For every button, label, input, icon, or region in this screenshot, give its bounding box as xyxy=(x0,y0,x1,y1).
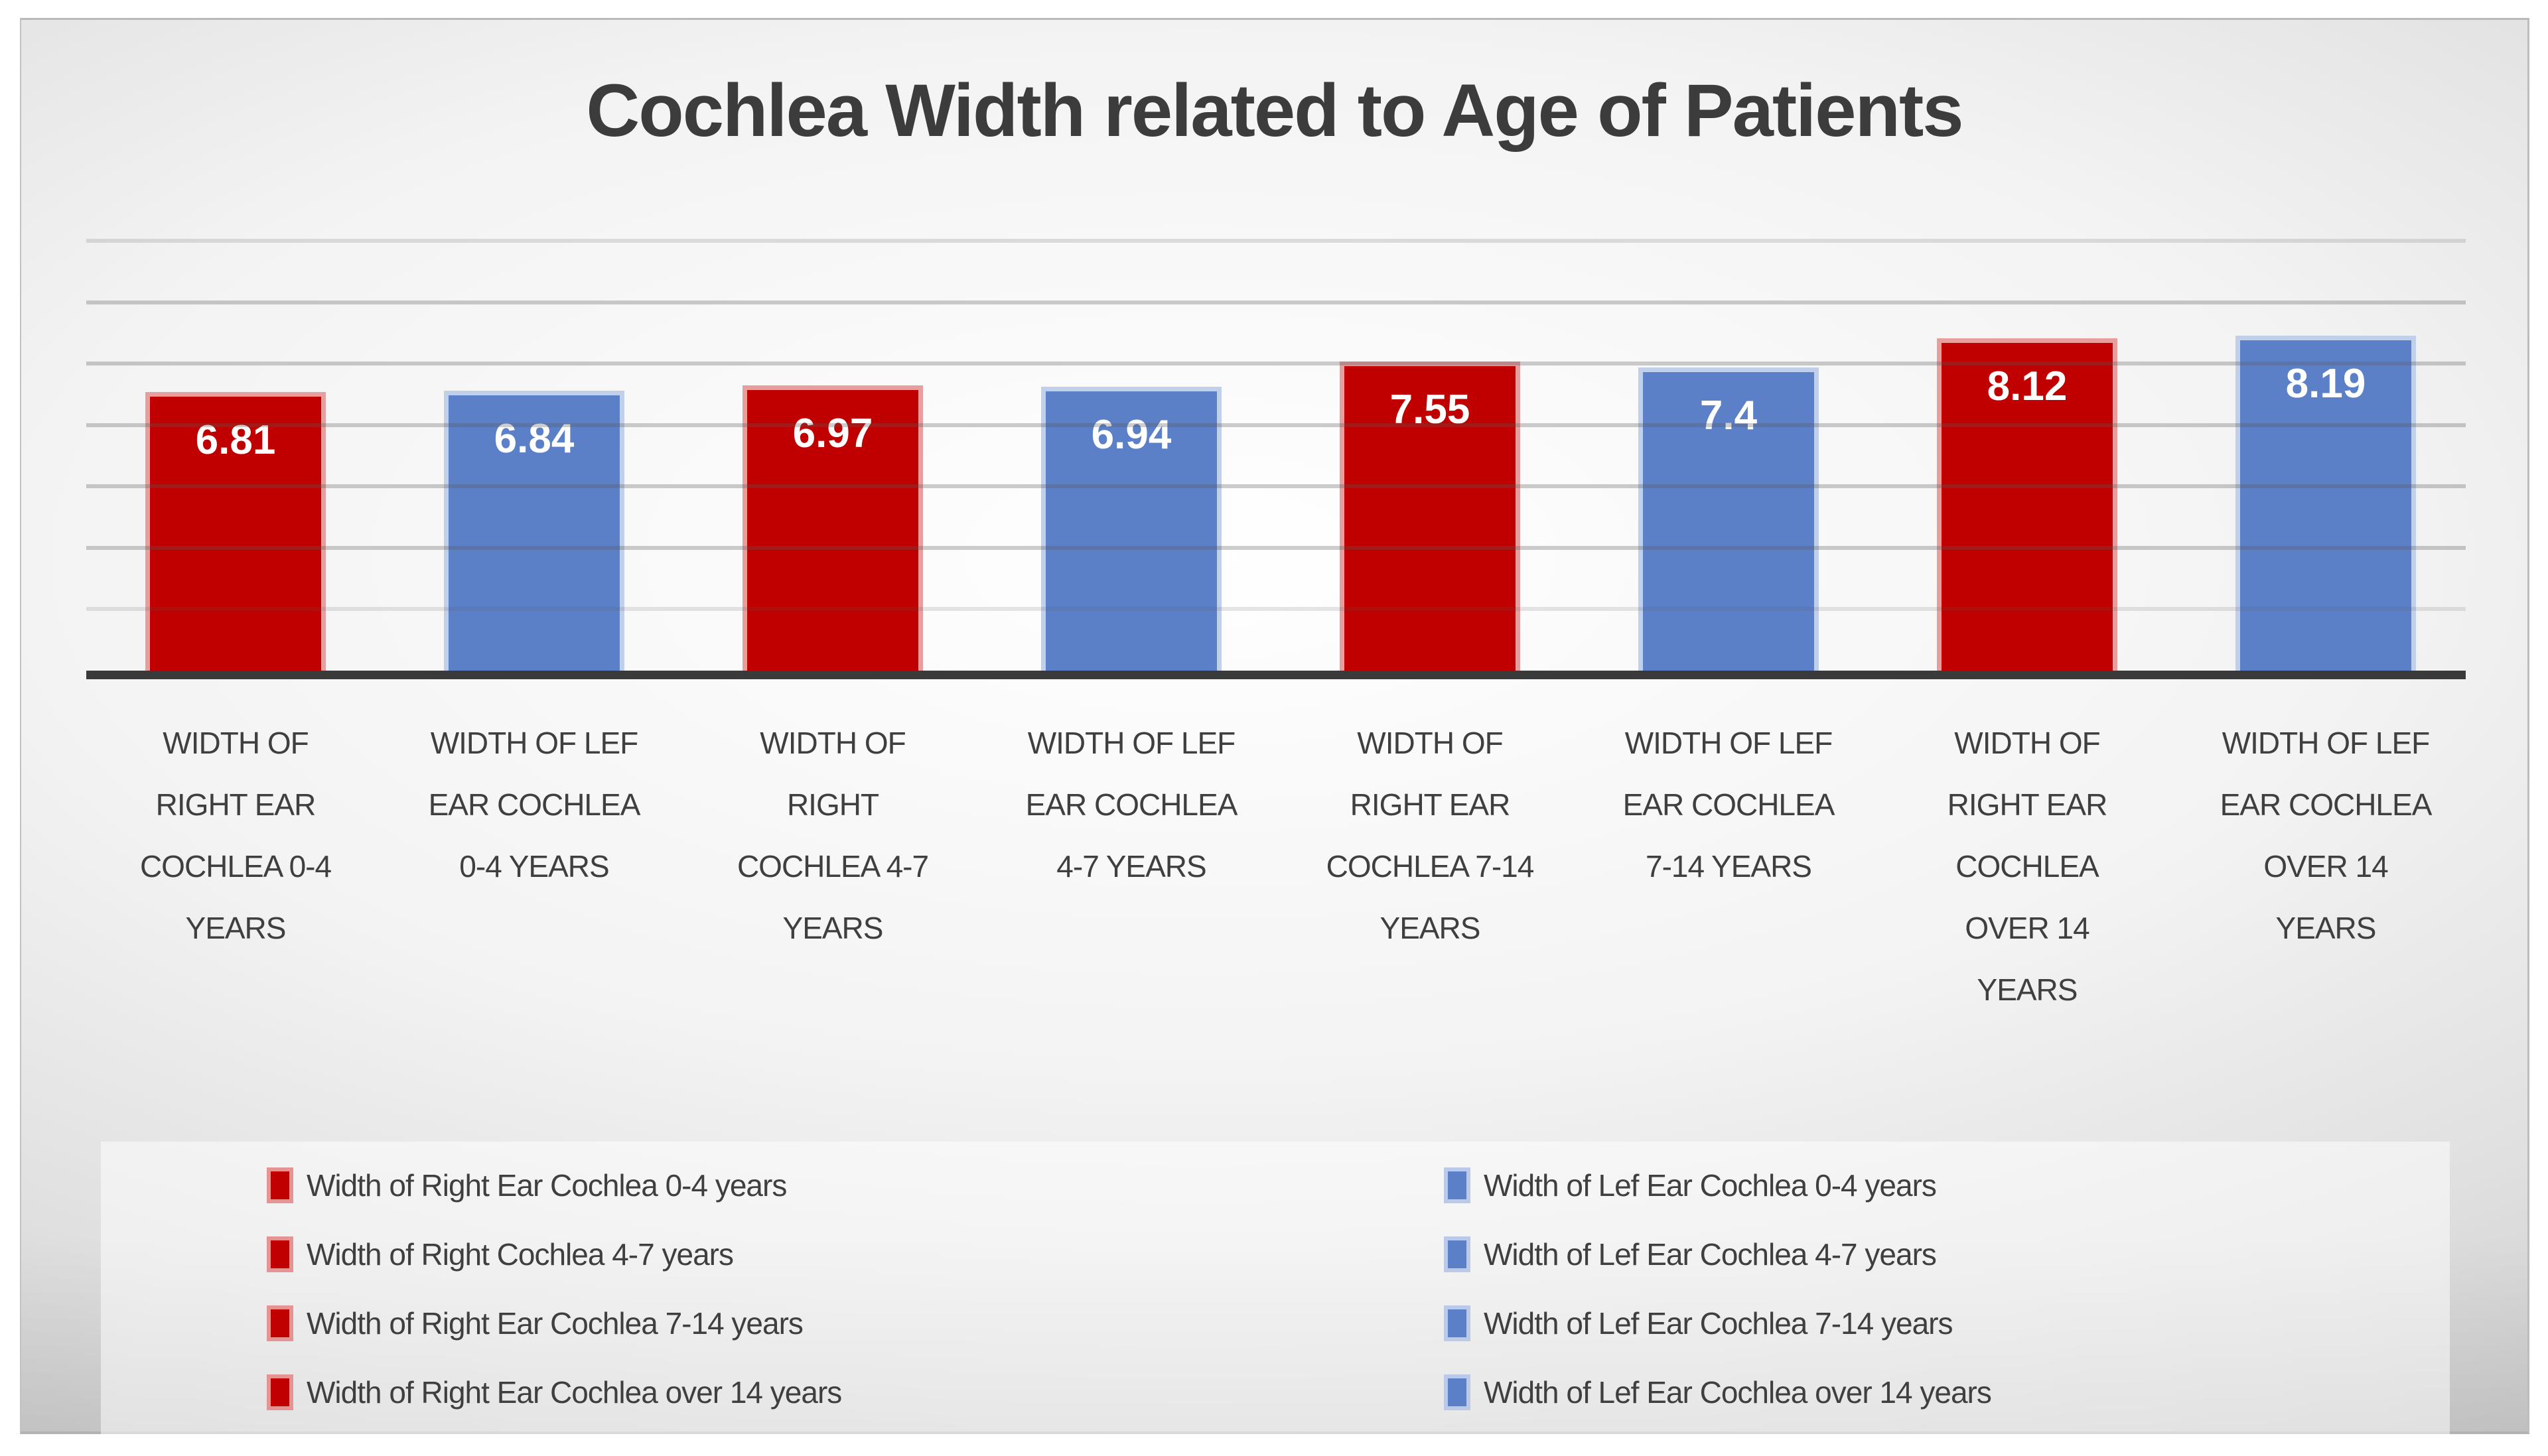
bar-right: 7.55 xyxy=(1340,362,1520,671)
legend-item: Width of Right Ear Cochlea 0-4 years xyxy=(267,1151,841,1220)
legend-label: Width of Lef Ear Cochlea 7-14 years xyxy=(1484,1306,1953,1341)
bar-value-label: 7.4 xyxy=(1699,393,1758,439)
legend-item: Width of Lef Ear Cochlea 7-14 years xyxy=(1444,1289,1991,1358)
bar-left: 6.94 xyxy=(1041,386,1222,671)
gridline xyxy=(86,423,2466,427)
legend-label: Width of Right Cochlea 4-7 years xyxy=(307,1237,734,1272)
bar-value-label: 6.81 xyxy=(195,417,276,463)
plot-area: 6.81 6.84 6.97 6.94 7.55 7.4 8.12 8.19 xyxy=(86,239,2466,679)
legend-item: Width of Right Cochlea 4-7 years xyxy=(267,1220,841,1289)
gridline xyxy=(86,362,2466,366)
gridline xyxy=(86,607,2466,612)
legend-label: Width of Lef Ear Cochlea over 14 years xyxy=(1484,1375,1992,1410)
bar-left: 7.4 xyxy=(1638,367,1819,671)
legend-swatch-left xyxy=(1444,1236,1470,1272)
bar-value-label: 7.55 xyxy=(1389,387,1470,433)
legend-label: Width of Lef Ear Cochlea 0-4 years xyxy=(1484,1168,1937,1203)
bar-right: 6.97 xyxy=(743,385,923,671)
legend-swatch-right xyxy=(267,1305,293,1341)
legend-swatch-left xyxy=(1444,1374,1470,1410)
legend-label: Width of Right Ear Cochlea 0-4 years xyxy=(307,1168,787,1203)
legend-item: Width of Lef Ear Cochlea 4-7 years xyxy=(1444,1220,1991,1289)
legend-label: Width of Right Ear Cochlea over 14 years xyxy=(307,1375,842,1410)
x-axis-line xyxy=(86,671,2466,679)
legend-item: Width of Lef Ear Cochlea 0-4 years xyxy=(1444,1151,1991,1220)
chart-title: Cochlea Width related to Age of Patients xyxy=(586,69,1963,152)
bar-value-label: 6.94 xyxy=(1091,411,1172,458)
legend-swatch-right xyxy=(267,1236,293,1272)
legend: Width of Right Ear Cochlea 0-4 years Widt… xyxy=(101,1142,2450,1437)
legend-column-left: Width of Right Ear Cochlea 0-4 years Widt… xyxy=(267,1151,842,1427)
bar-left: 8.19 xyxy=(2235,335,2416,671)
legend-swatch-left xyxy=(1444,1167,1470,1203)
bar-value-label: 6.97 xyxy=(792,410,873,456)
legend-item: Width of Right Ear Cochlea 7-14 years xyxy=(267,1289,841,1358)
category-label: WIDTH OF LEF EAR COCHLEA 7-14 YEARS xyxy=(1622,726,1835,884)
gridline xyxy=(86,545,2466,550)
category-label: WIDTH OF RIGHT EAR COCHLEA OVER 14 YEARS xyxy=(1947,726,2108,1007)
category-label: WIDTH OF LEF EAR COCHLEA OVER 14 YEARS xyxy=(2220,726,2433,945)
gridline xyxy=(86,484,2466,489)
bar-value-label: 6.84 xyxy=(494,415,575,462)
bar-value-label: 8.12 xyxy=(1987,363,2068,409)
legend-swatch-right xyxy=(267,1374,293,1410)
legend-panel xyxy=(101,1142,2450,1437)
category-label: WIDTH OF RIGHT COCHLEA 4-7 YEARS xyxy=(737,726,929,945)
legend-swatch-right xyxy=(267,1167,293,1203)
category-label: WIDTH OF RIGHT EAR COCHLEA 7-14 YEARS xyxy=(1326,726,1535,945)
slide-background: Cochlea Width related to Age of Patients… xyxy=(20,18,2529,1437)
bars-layer: 6.81 6.84 6.97 6.94 7.55 7.4 8.12 8.19 xyxy=(86,241,2466,671)
gridline xyxy=(86,300,2466,304)
category-axis-labels: WIDTH OF RIGHT EAR COCHLEA 0-4 YEARS WIDT… xyxy=(86,679,2475,1021)
bar-right: 6.81 xyxy=(145,391,326,671)
bar-right: 8.12 xyxy=(1937,338,2117,671)
legend-label: Width of Lef Ear Cochlea 4-7 years xyxy=(1484,1237,1937,1272)
legend-item: Width of Right Ear Cochlea over 14 years xyxy=(267,1358,842,1427)
category-label: WIDTH OF LEF EAR COCHLEA 4-7 YEARS xyxy=(1025,726,1238,884)
category-label: WIDTH OF LEF EAR COCHLEA 0-4 YEARS xyxy=(428,726,641,884)
bar-left: 6.84 xyxy=(444,390,624,671)
legend-column-right: Width of Lef Ear Cochlea 0-4 years Width … xyxy=(1444,1151,1992,1427)
legend-swatch-left xyxy=(1444,1305,1470,1341)
legend-label: Width of Right Ear Cochlea 7-14 years xyxy=(307,1306,804,1341)
bar-value-label: 8.19 xyxy=(2285,360,2366,407)
legend-item: Width of Lef Ear Cochlea over 14 years xyxy=(1444,1358,1992,1427)
gridline xyxy=(86,239,2466,243)
category-label: WIDTH OF RIGHT EAR COCHLEA 0-4 YEARS xyxy=(139,726,332,945)
